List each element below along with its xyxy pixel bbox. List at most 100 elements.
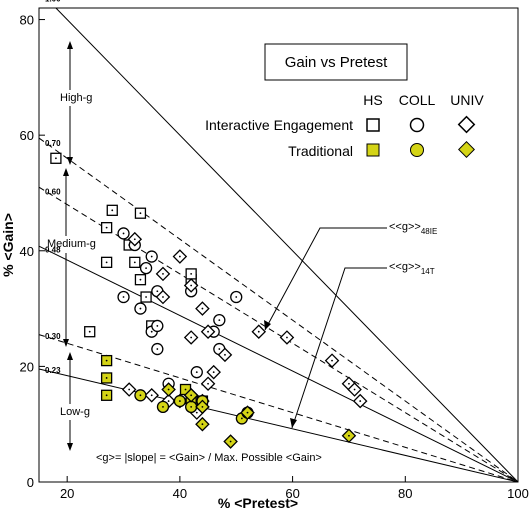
x-tick-label-80: 80 (398, 486, 412, 501)
region-label-low: Low-g (60, 406, 90, 418)
point-traditional-univ-4-dot (348, 434, 350, 437)
point-interactive-engagement-univ-19-dot (167, 400, 170, 402)
point-interactive-engagement-univ-9-dot (257, 330, 260, 333)
ie-annotation-arrow (264, 227, 387, 331)
point-interactive-engagement-univ-7-dot (207, 330, 209, 333)
point-traditional-coll-5-dot (190, 405, 193, 408)
point-interactive-engagement-univ-2-dot (162, 273, 164, 275)
legend-col-univ: UNIV (450, 92, 484, 108)
legend-ie-hs-marker (366, 118, 380, 132)
plot-frame (38, 7, 519, 483)
legend-trad-hs-marker (366, 143, 380, 157)
point-interactive-engagement-coll-7-dot (150, 330, 153, 333)
t-line-annotation: <<g>>14T (389, 261, 435, 276)
x-tick-label-40: 40 (173, 486, 187, 501)
gain-line-label-0.70: 0.70 (45, 139, 61, 148)
point-interactive-engagement-coll-4-dot (156, 290, 159, 293)
point-traditional-hs-2-dot (105, 394, 108, 397)
point-traditional-univ-3-dot (246, 411, 249, 414)
point-interactive-engagement-hs-3-dot (105, 226, 108, 229)
point-interactive-engagement-coll-2-dot (150, 255, 153, 258)
point-traditional-univ-2-dot (229, 440, 232, 443)
point-interactive-engagement-coll-15-dot (156, 325, 159, 327)
point-interactive-engagement-univ-12-dot (348, 382, 350, 385)
point-interactive-engagement-coll-5-dot (139, 307, 142, 310)
point-interactive-engagement-hs-2-dot (139, 212, 142, 215)
x-tick-label-100: 100 (507, 486, 529, 501)
point-interactive-engagement-univ-11-dot (331, 359, 333, 362)
point-interactive-engagement-coll-8-dot (156, 348, 159, 350)
axis-ticks: 20 40 60 80 100 0 20 40 60 80 (20, 13, 529, 501)
point-interactive-engagement-univ-18-dot (150, 394, 153, 397)
point-interactive-engagement-univ-8-dot (224, 353, 226, 356)
point-traditional-univ-6-dot (201, 405, 204, 408)
legend-ie-coll-marker (409, 117, 425, 133)
t-annotation-arrow (291, 267, 387, 429)
ie-arrow-head (264, 320, 271, 330)
gain-line-0.48 (38, 245, 519, 483)
legend-title-box (264, 43, 408, 81)
point-interactive-engagement-hs-10-dot (88, 330, 91, 333)
point-interactive-engagement-coll-13-dot (195, 371, 198, 374)
x-axis-title: % <Pretest> (218, 495, 298, 511)
legend-row-traditional: Traditional (288, 143, 353, 159)
gain-line-label-0.48: 0.48 (45, 245, 61, 254)
point-traditional-hs-1-dot (105, 377, 108, 379)
point-traditional-coll-1-dot (162, 405, 164, 408)
region-label-high: High-g (60, 92, 92, 104)
gain-line-1.00 (55, 7, 519, 483)
y-tick-label-60: 60 (20, 128, 34, 143)
y-tick-label-0: 0 (27, 475, 34, 490)
medium-g-arrowhead-down (63, 339, 69, 347)
ie-line-annotation: <<g>>48IE (389, 221, 437, 236)
y-tick-label-20: 20 (20, 359, 34, 374)
point-interactive-engagement-hs-11-dot (145, 296, 147, 298)
low-g-arrowhead-down (67, 443, 73, 451)
low-g-arrowhead-up (67, 352, 73, 360)
point-interactive-engagement-univ-1-dot (178, 255, 181, 258)
gain-line-label-0.30: 0.30 (45, 332, 61, 341)
y-tick-label-40: 40 (20, 244, 34, 259)
data-points (50, 152, 368, 449)
high-g-arrowhead-down (67, 157, 73, 165)
gain-line-0.23 (38, 368, 519, 483)
point-traditional-univ-5-dot (190, 394, 193, 397)
point-interactive-engagement-univ-10-dot (286, 336, 288, 339)
legend-trad-univ-marker (458, 141, 475, 158)
legend-trad-coll-marker (410, 143, 424, 157)
point-traditional-coll-3-dot (240, 417, 243, 420)
point-interactive-engagement-univ-5-dot (201, 307, 204, 310)
point-interactive-engagement-univ-13-dot (353, 388, 356, 391)
formula-annotation: <g>= |slope| = <Gain> / Max. Possible <G… (96, 452, 322, 464)
point-interactive-engagement-coll-6-dot (122, 296, 125, 298)
point-interactive-engagement-hs-1-dot (111, 209, 114, 212)
point-interactive-engagement-hs-7-dot (139, 278, 142, 281)
point-interactive-engagement-coll-3-dot (145, 267, 147, 270)
legend-col-hs: HS (363, 92, 382, 108)
point-interactive-engagement-univ-14-dot (359, 400, 362, 402)
medium-g-arrowhead-up (63, 168, 69, 176)
point-interactive-engagement-univ-15-dot (212, 371, 215, 374)
gain-line-0.70 (38, 137, 519, 483)
chart-title: Gain vs Pretest (285, 54, 388, 71)
point-interactive-engagement-univ-0-dot (133, 238, 136, 241)
high-g-arrowhead-up (67, 41, 73, 49)
gain-line-0.30 (38, 334, 519, 483)
x-tick-label-60: 60 (285, 486, 299, 501)
point-interactive-engagement-univ-3-dot (162, 296, 164, 298)
point-interactive-engagement-hs-0-dot (55, 157, 57, 160)
point-traditional-coll-0-dot (139, 394, 142, 397)
point-traditional-hs-3-dot (184, 388, 187, 391)
point-interactive-engagement-hs-6-dot (105, 261, 108, 264)
point-interactive-engagement-hs-5-dot (133, 261, 136, 264)
region-label-medium: Medium-g (47, 238, 96, 250)
t-arrow-head (290, 418, 297, 428)
point-interactive-engagement-coll-0-dot (122, 232, 125, 235)
point-interactive-engagement-hs-9-dot (190, 273, 193, 275)
point-interactive-engagement-univ-23-dot (195, 411, 198, 414)
legend-col-coll: COLL (399, 92, 436, 108)
point-interactive-engagement-univ-4-dot (190, 284, 193, 287)
y-axis-title: % <Gain> (0, 213, 16, 277)
gain-line-label-0.60: 0.60 (45, 187, 61, 196)
